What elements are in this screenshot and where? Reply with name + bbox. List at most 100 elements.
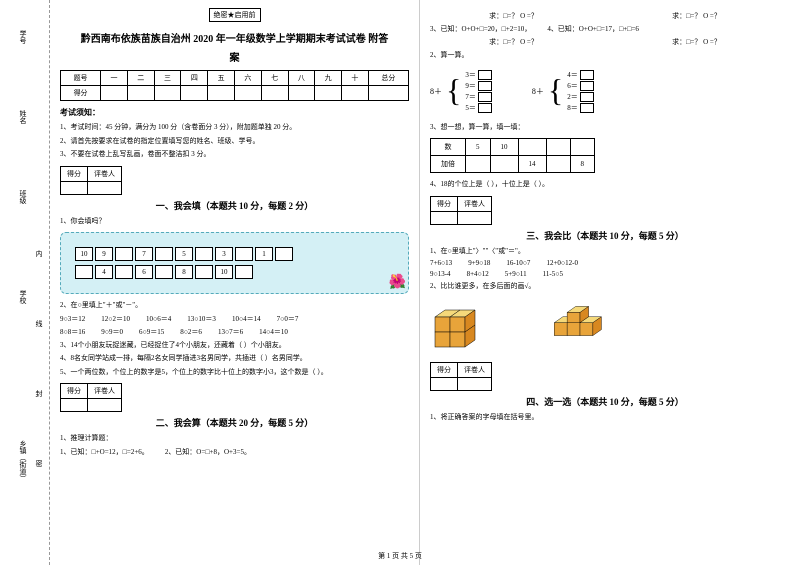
- num-cell: 6: [135, 265, 153, 279]
- margin-inner-2: 线: [34, 320, 44, 327]
- eval-score: 得分: [431, 362, 458, 377]
- brace-prefix: 8＋: [430, 86, 442, 97]
- num-cell: 10: [215, 265, 233, 279]
- num-cell: 5: [175, 247, 193, 261]
- brace-items-left: 3＝ 9＝ 7＝ 5＝: [465, 70, 492, 113]
- eval-score: 得分: [61, 384, 88, 399]
- eq: 8○2＝6: [180, 327, 202, 337]
- td: [368, 86, 408, 101]
- dt-row1: 数 5 10: [431, 139, 595, 156]
- num-cell: 1: [255, 247, 273, 261]
- s1-eqs: 9○3＝12 12○2＝10 10○6＝4 13○10＝3 10○4＝14 7○…: [60, 314, 409, 324]
- margin-label-id: 学号: [18, 30, 28, 44]
- eval-blank: [61, 399, 88, 412]
- ask: 求：□=？ O =？: [672, 11, 721, 21]
- margin-inner-4: 密: [34, 460, 44, 467]
- bl-text: 3＝: [465, 70, 476, 80]
- dt: [546, 156, 570, 173]
- eval-blank: [431, 377, 458, 390]
- eval-blank: [61, 181, 88, 194]
- page-footer: 第 1 页 共 5 页: [0, 551, 800, 561]
- ask: 求：□=？ O =？: [489, 11, 538, 21]
- section2-heading: 二、我会算（本题共 20 分，每题 5 分）: [60, 416, 409, 429]
- answer-box: [478, 92, 492, 102]
- top-q34: 3、已知：O+O+□=20，□+2=10， 4、已知：O+O+□=17，□+□=…: [430, 24, 780, 34]
- margin-label-town: 乡镇（街道）: [18, 440, 28, 482]
- margin-label-school: 学校: [18, 290, 28, 304]
- td: [127, 86, 154, 101]
- score-table: 题号 一 二 三 四 五 六 七 八 九 十 总分 得分: [60, 70, 409, 101]
- th: 九: [315, 71, 342, 86]
- dt: 8: [570, 156, 595, 173]
- cube-group-1: [430, 302, 490, 352]
- eq: 16-10○7: [506, 259, 530, 267]
- bl: 9＝: [465, 81, 492, 91]
- cube-container: [430, 302, 780, 352]
- answer-box: [580, 103, 594, 113]
- answer-box: [580, 81, 594, 91]
- s1-q1: 1、你会填吗？: [60, 216, 409, 227]
- s3-eqs: 7+6○13 9+9○18 16-10○7 12+0○12-0: [430, 259, 780, 267]
- eval-table-3: 得分评卷人: [430, 196, 492, 225]
- th: 题号: [61, 71, 101, 86]
- calc3-extra: 4、18的个位上是（ ），十位上是（ ）。: [430, 179, 780, 190]
- dt-row2: 加倍 14 8: [431, 156, 595, 173]
- s1-q3: 3、14个小朋友玩捉迷藏，已经捉住了4个小朋友，还藏着（ ）个小朋友。: [60, 340, 409, 351]
- number-sequence-box: 10 9 7 5 3 1 4 6: [60, 232, 409, 294]
- td: [181, 86, 208, 101]
- num-cell: [235, 247, 253, 261]
- th: 四: [181, 71, 208, 86]
- th: 三: [154, 71, 181, 86]
- secret-label: 绝密★启用前: [209, 8, 261, 22]
- eval-blank: [88, 181, 122, 194]
- margin-inner-3: 封: [34, 390, 44, 397]
- s2-item: 1、已知：□+O=12，□=2+6。: [60, 447, 149, 457]
- th: 二: [127, 71, 154, 86]
- top-asks: 求：□=？ O =？ 求：□=？ O =？: [430, 11, 780, 21]
- th: 七: [261, 71, 288, 86]
- th: 十: [342, 71, 369, 86]
- bl: 5＝: [465, 103, 492, 113]
- num-cell: [75, 265, 93, 279]
- margin-label-name: 姓名: [18, 110, 28, 124]
- margin-inner-1: 内: [34, 250, 44, 257]
- td: [288, 86, 315, 101]
- dt-label: 数: [431, 139, 466, 156]
- eval-blank: [88, 399, 122, 412]
- td: [261, 86, 288, 101]
- eq: 13○10＝3: [187, 314, 216, 324]
- notice-2: 2、请首先按要求在试卷的指定位置填写您的姓名、班级、学号。: [60, 136, 409, 147]
- bl: 7＝: [465, 92, 492, 102]
- eq: 10○4＝14: [232, 314, 261, 324]
- brace-icon: {: [548, 78, 563, 104]
- num-cell: 4: [95, 265, 113, 279]
- num-cell: [195, 265, 213, 279]
- td: [154, 86, 181, 101]
- q4: 4、已知：O+O+□=17，□+□=6: [547, 24, 639, 34]
- td: [208, 86, 235, 101]
- num-cell: 8: [175, 265, 193, 279]
- s3-q1: 1、在○里填上"〉""〈"或"＝"。: [430, 246, 780, 257]
- eq: 13○7＝6: [218, 327, 243, 337]
- answer-box: [478, 103, 492, 113]
- th: 八: [288, 71, 315, 86]
- binding-margin: 学号 姓名 班级 学校 乡镇（街道） 内 线 封 密: [0, 0, 50, 565]
- td: [342, 86, 369, 101]
- bl-text: 4＝: [567, 70, 578, 80]
- dt: [546, 139, 570, 156]
- num-cell: 3: [215, 247, 233, 261]
- num-cell: [235, 265, 253, 279]
- s1-q4: 4、8名女同学站成一排，每隔2名女同学插进3名男同学，共插进（ ）名男同学。: [60, 353, 409, 364]
- exam-title-1: 黔西南布依族苗族自治州 2020 年一年级数学上学期期末考试试卷 附答: [60, 30, 409, 45]
- eq: 8○8＝16: [60, 327, 85, 337]
- eq: 11-5○5: [543, 270, 563, 278]
- notice-1: 1、考试时间：45 分钟，满分为 100 分（含卷面分 3 分），附加题单独 2…: [60, 122, 409, 133]
- eval-blank: [431, 211, 458, 224]
- bl: 8＝: [567, 103, 594, 113]
- exam-page: 学号 姓名 班级 学校 乡镇（街道） 内 线 封 密 绝密★启用前 黔西南布依族…: [0, 0, 800, 565]
- td-label: 得分: [61, 86, 101, 101]
- bl-text: 9＝: [465, 81, 476, 91]
- eq: 6○9＝15: [139, 327, 164, 337]
- bl-text: 8＝: [567, 103, 578, 113]
- dt: 5: [466, 139, 491, 156]
